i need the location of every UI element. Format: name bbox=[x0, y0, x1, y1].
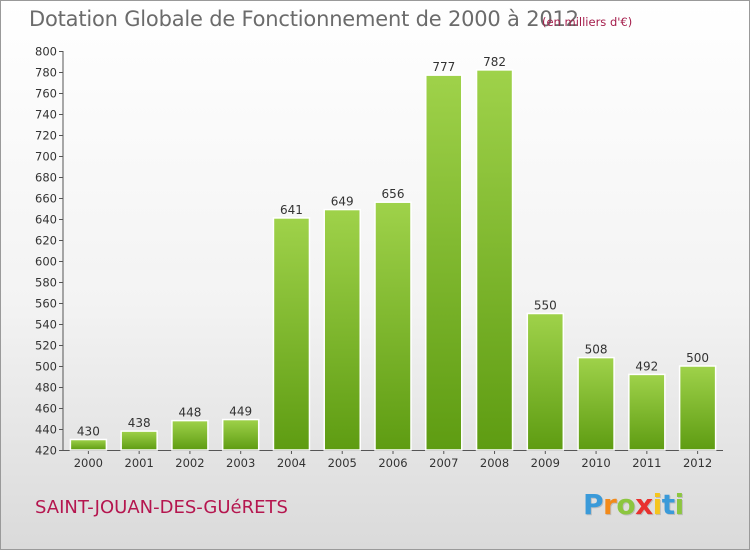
y-tick-label: 580 bbox=[35, 276, 57, 290]
value-label-2000: 430 bbox=[77, 425, 100, 439]
value-label-2011: 492 bbox=[635, 359, 658, 373]
bar-2011 bbox=[628, 373, 666, 451]
bar-2002 bbox=[171, 419, 209, 451]
y-tick-label: 560 bbox=[35, 297, 57, 311]
y-tick-label: 720 bbox=[35, 129, 57, 143]
x-tick-label-2006: 2006 bbox=[378, 456, 407, 470]
bar-2007 bbox=[425, 74, 463, 451]
value-label-2010: 508 bbox=[585, 343, 608, 357]
logo-letter: x bbox=[635, 488, 653, 521]
y-tick-label: 640 bbox=[35, 213, 57, 227]
value-label-2007: 777 bbox=[432, 60, 455, 74]
x-tick-label-2000: 2000 bbox=[74, 456, 103, 470]
proxiti-logo: Proxiti bbox=[583, 488, 684, 521]
bar-2003 bbox=[221, 418, 260, 451]
bar-2012 bbox=[678, 365, 717, 451]
x-axis: 2000 2001 2002 2003 2004 2005 2006 2007 2008 2009… bbox=[63, 450, 723, 470]
y-tick-label: 760 bbox=[35, 87, 57, 101]
value-label-2009: 550 bbox=[534, 299, 557, 313]
y-tick-label: 680 bbox=[35, 171, 57, 185]
y-tick-label: 500 bbox=[35, 360, 57, 374]
y-tick-label: 740 bbox=[35, 108, 57, 122]
y-tick-label: 440 bbox=[35, 423, 57, 437]
x-tick-label-2008: 2008 bbox=[480, 456, 509, 470]
logo-letter: t bbox=[661, 488, 675, 521]
data-labels: 430 438 448 449 641 649 656 777 782 550 508 492 500 bbox=[77, 55, 709, 439]
bar-2009 bbox=[526, 312, 565, 451]
y-tick-label: 600 bbox=[35, 255, 57, 269]
bar-2001 bbox=[120, 430, 158, 451]
logo-letter: o bbox=[616, 488, 636, 521]
value-label-2003: 449 bbox=[229, 405, 252, 419]
x-tick-label-2003: 2003 bbox=[226, 456, 255, 470]
commune-name: SAINT-JOUAN-DES-GUéRETS bbox=[35, 497, 288, 518]
value-label-2012: 500 bbox=[686, 351, 709, 365]
logo-letter: i bbox=[652, 488, 663, 521]
y-tick-label: 420 bbox=[35, 444, 57, 458]
y-tick-label: 780 bbox=[35, 66, 57, 80]
x-tick-label-2001: 2001 bbox=[125, 456, 154, 470]
value-label-2006: 656 bbox=[382, 187, 405, 201]
chart-title: Dotation Globale de Fonctionnement de 20… bbox=[29, 7, 579, 31]
logo-letter: r bbox=[603, 488, 617, 521]
y-tick-label: 700 bbox=[35, 150, 57, 164]
chart-subtitle: (en milliers d'€) bbox=[542, 15, 633, 29]
x-tick-label-2009: 2009 bbox=[531, 456, 560, 470]
x-tick-label-2007: 2007 bbox=[429, 456, 458, 470]
logo-letter: i bbox=[674, 488, 685, 521]
logo-letter: P bbox=[583, 488, 604, 521]
y-tick-label: 660 bbox=[35, 192, 57, 206]
y-tick-label: 480 bbox=[35, 381, 57, 395]
y-tick-label: 800 bbox=[35, 45, 57, 59]
x-tick-label-2005: 2005 bbox=[328, 456, 357, 470]
value-label-2002: 448 bbox=[178, 406, 201, 420]
bar-2006 bbox=[374, 201, 412, 451]
value-label-2008: 782 bbox=[483, 55, 506, 69]
bar-2005 bbox=[323, 208, 361, 451]
value-label-2001: 438 bbox=[128, 416, 151, 430]
value-label-2004: 641 bbox=[280, 203, 303, 217]
y-tick-label: 520 bbox=[35, 339, 57, 353]
bars bbox=[69, 69, 717, 451]
y-tick-label: 540 bbox=[35, 318, 57, 332]
y-tick-label: 620 bbox=[35, 234, 57, 248]
bar-2008 bbox=[475, 69, 514, 451]
x-tick-label-2004: 2004 bbox=[277, 456, 306, 470]
x-tick-label-2010: 2010 bbox=[581, 456, 610, 470]
x-tick-label-2012: 2012 bbox=[683, 456, 712, 470]
y-tick-label: 460 bbox=[35, 402, 57, 416]
x-tick-label-2011: 2011 bbox=[632, 456, 661, 470]
x-tick-label-2002: 2002 bbox=[175, 456, 204, 470]
y-axis: 420 440 460 480 500 520 540 560 580 600 620 640 660 6… bbox=[35, 45, 64, 458]
value-label-2005: 649 bbox=[331, 195, 354, 209]
bar-2010 bbox=[577, 356, 615, 451]
bar-2000 bbox=[69, 438, 108, 451]
bar-2004 bbox=[272, 217, 311, 451]
